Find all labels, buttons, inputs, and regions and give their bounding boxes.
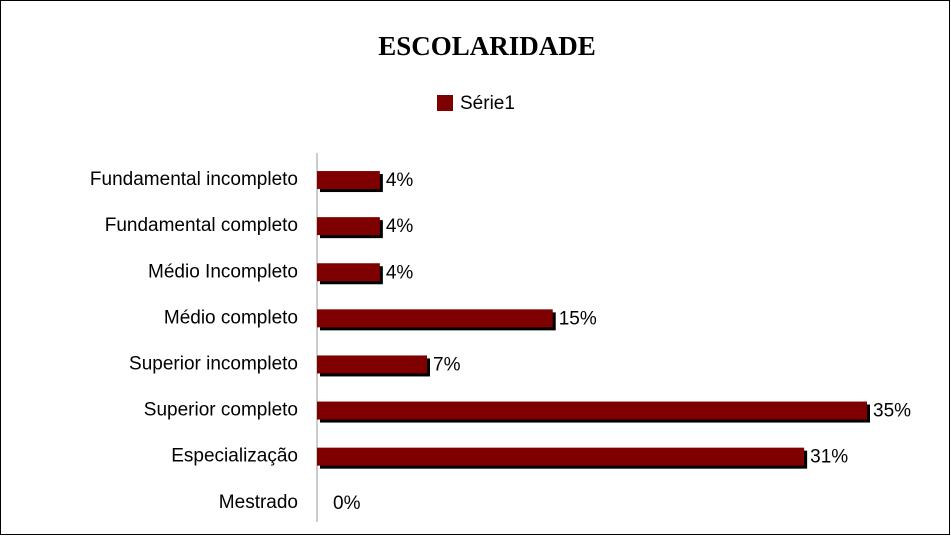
y-tick-label: Médio Incompleto (148, 261, 298, 282)
value-label: 4% (386, 262, 414, 283)
y-tick-label: Mestrado (219, 492, 298, 513)
bar (317, 171, 380, 190)
bar (317, 447, 805, 466)
legend-label: Série1 (460, 93, 515, 114)
value-label: 35% (873, 401, 911, 422)
value-label: 0% (333, 493, 361, 514)
value-label: 15% (559, 308, 597, 329)
y-tick-label: Especialização (171, 446, 298, 467)
value-label: 7% (433, 354, 461, 375)
chart-title: ESCOLARIDADE (378, 31, 596, 61)
value-label: 31% (810, 447, 848, 468)
bar (317, 217, 380, 236)
y-tick-label: Superior incompleto (129, 353, 298, 374)
bar (317, 309, 553, 328)
bar (317, 355, 427, 374)
value-label: 4% (386, 216, 414, 237)
y-tick-label: Superior completo (144, 400, 298, 421)
y-tick-label: Médio completo (164, 307, 298, 328)
bar (317, 263, 380, 282)
y-tick-label: Fundamental incompleto (90, 169, 298, 190)
legend-swatch (437, 95, 453, 111)
bar (317, 401, 867, 420)
value-label: 4% (386, 170, 414, 191)
y-tick-label: Fundamental completo (105, 215, 298, 236)
